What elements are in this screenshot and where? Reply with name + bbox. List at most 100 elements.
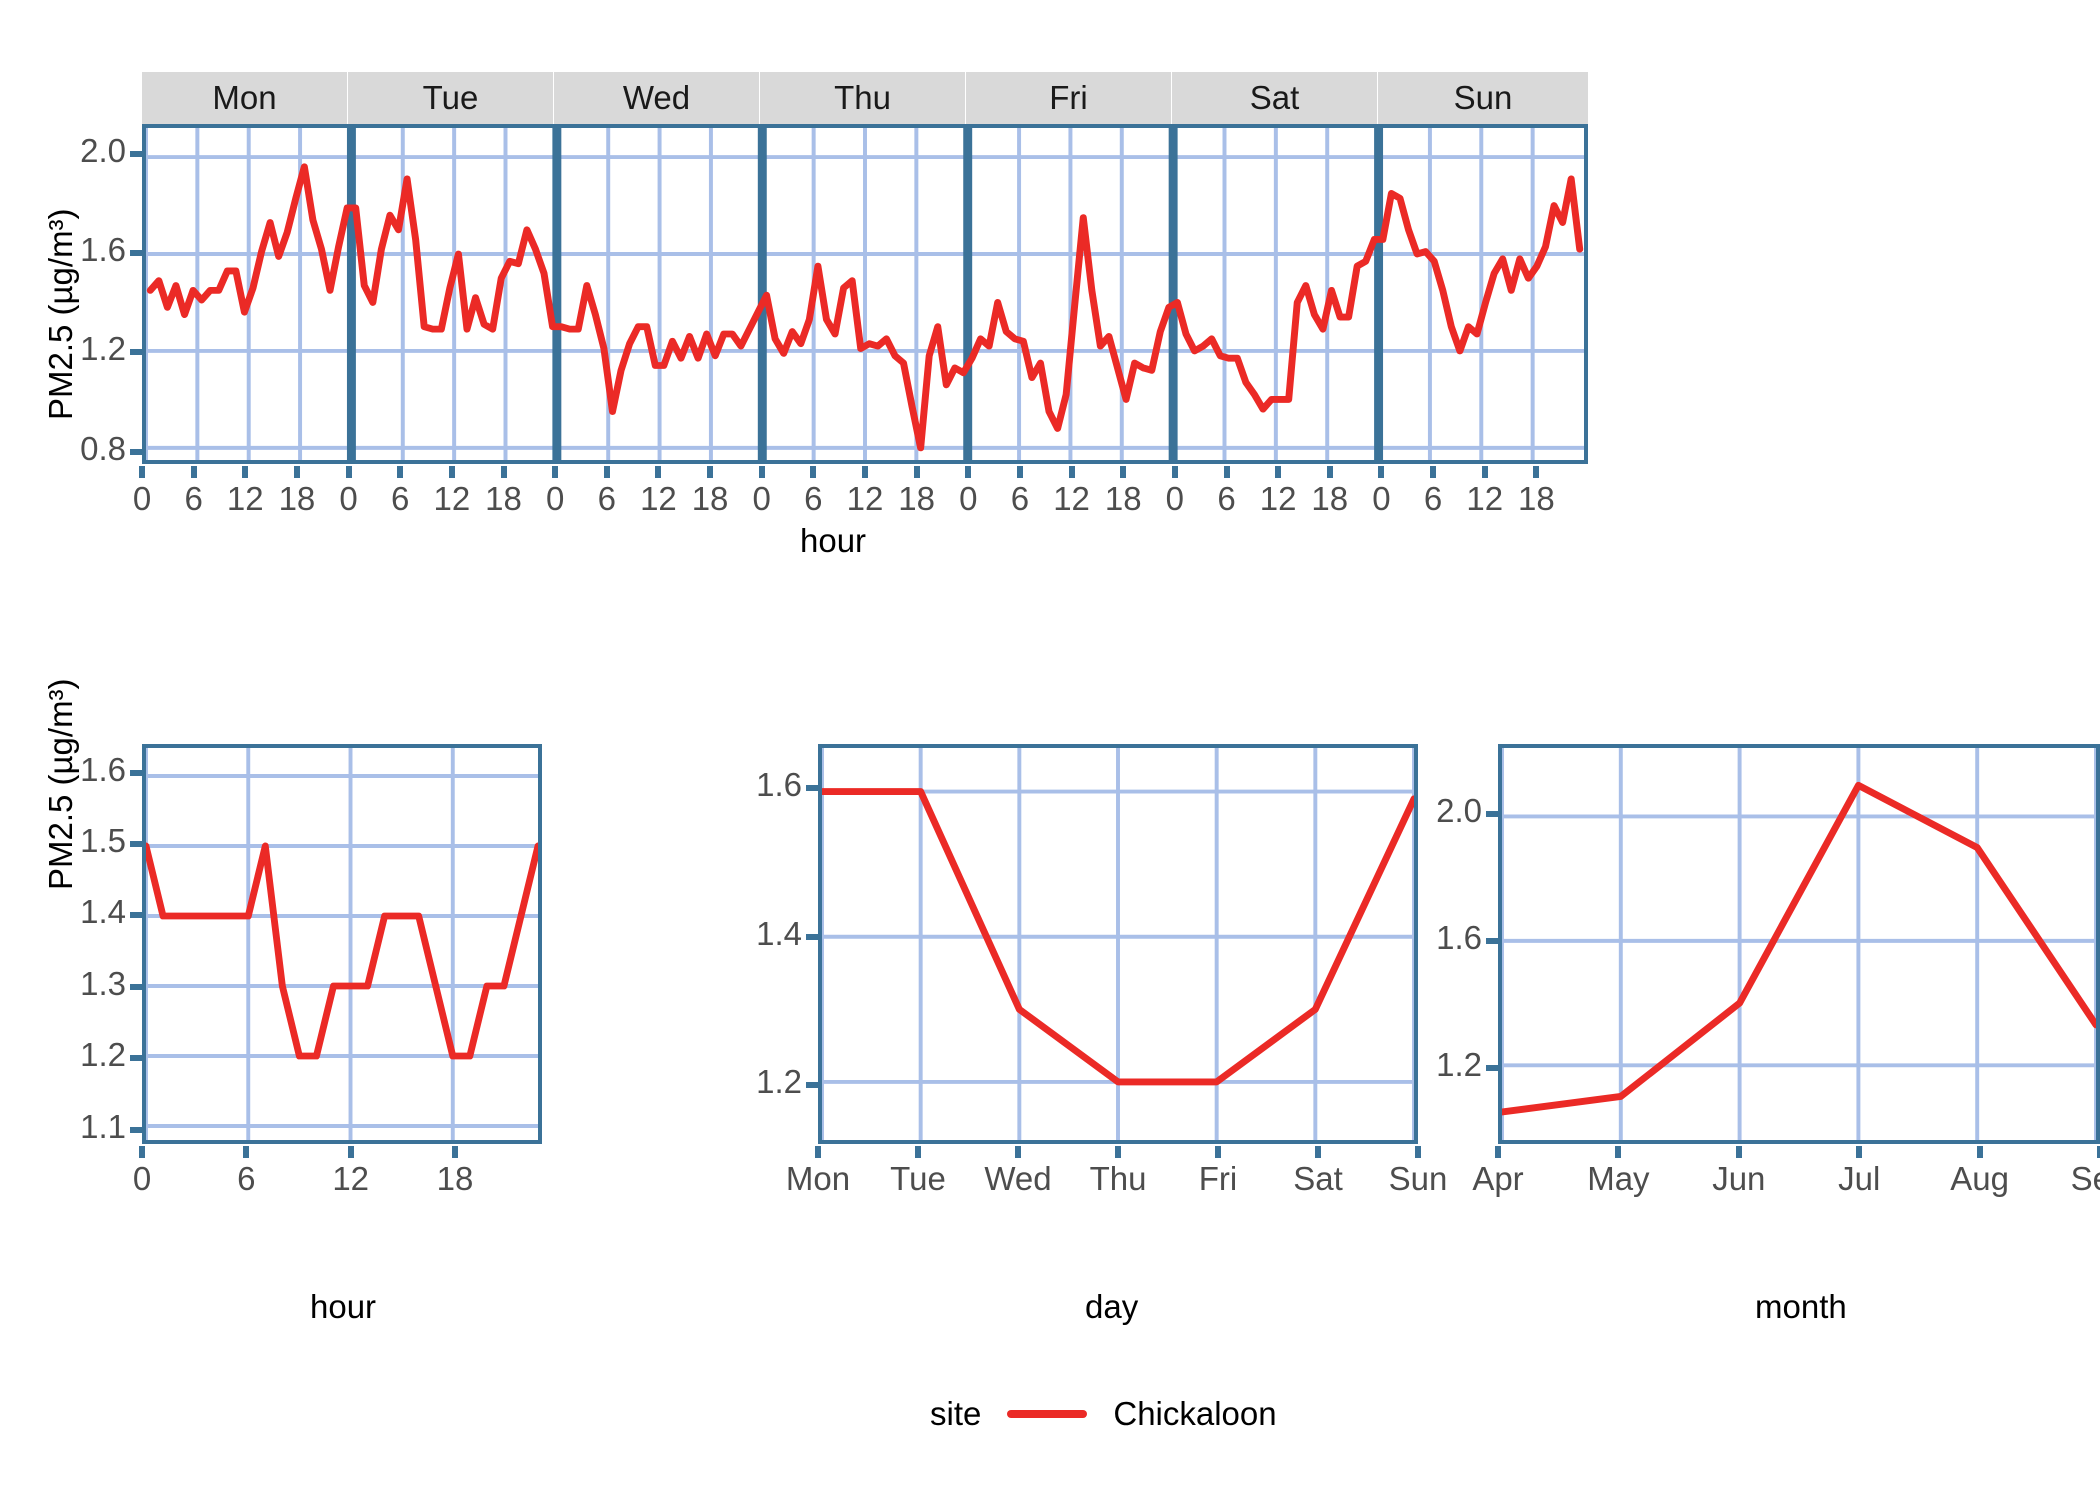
tick-label: 0 (132, 1160, 152, 1197)
tick-label: Aug (1950, 1160, 2009, 1197)
strip-thu: Thu (760, 72, 965, 124)
tick-label: 12 (1259, 480, 1297, 517)
axis-tick-mark (1068, 466, 1075, 478)
strip-label: Mon (212, 79, 277, 116)
axis-tick-mark (1315, 1146, 1321, 1158)
axis-tick-mark (130, 150, 142, 157)
top-panel-facet-separators (346, 128, 1384, 460)
bottom-right-svg (1502, 748, 2096, 1140)
bottom-mid-plot-area (818, 744, 1418, 1144)
axis-tick-mark (1326, 466, 1333, 478)
tick-label: 12 (1466, 480, 1504, 517)
tick-label: Sun (1388, 1160, 1448, 1197)
axis-tick-mark (1171, 466, 1178, 478)
top-panel-plot-area (142, 124, 1588, 464)
tick-label: 18 (898, 480, 935, 517)
top-panel-x-axis-title: hour (800, 522, 867, 559)
tick-label: 12 (1053, 480, 1090, 517)
axis-tick-mark (448, 466, 455, 478)
bottom-left-x-axis-title: hour (310, 1288, 377, 1325)
axis-tick-mark (1615, 1146, 1622, 1158)
tick-label: 18 (691, 480, 729, 517)
tick-label: 1.2 (1436, 1045, 1482, 1083)
axis-tick-mark (139, 1146, 145, 1158)
axis-tick-mark (2097, 1146, 2100, 1158)
tick-label: 1.2 (756, 1062, 802, 1100)
axis-tick-mark (1223, 466, 1230, 478)
axis-tick-mark (243, 1146, 250, 1158)
tick-label: Jul (1838, 1160, 1881, 1197)
axis-tick-mark (293, 466, 300, 478)
strip-wed: Wed (554, 72, 759, 124)
strip-sat: Sat (1172, 72, 1377, 124)
tick-label: Mon (785, 1160, 851, 1197)
tick-label: 18 (436, 1160, 474, 1197)
tick-label: 1.6 (756, 766, 802, 804)
axis-tick-mark (1486, 810, 1498, 817)
axis-tick-mark (130, 1126, 142, 1133)
bottom-right-gridlines (1502, 748, 2096, 1140)
legend-entry-chickaloon: Chickaloon (1113, 1395, 1277, 1432)
tick-label: 0 (1372, 480, 1391, 517)
bottom-left-plot-area (142, 744, 542, 1144)
axis-tick-mark (130, 983, 142, 990)
tick-label: Wed (984, 1160, 1052, 1197)
axis-tick-mark (345, 466, 352, 478)
axis-tick-mark (1378, 466, 1385, 478)
strip-label: Wed (622, 79, 691, 116)
axis-tick-mark (1016, 466, 1023, 478)
legend-line-key-icon (1007, 1410, 1088, 1418)
tick-label: 12 (640, 480, 677, 517)
tick-label: 1.6 (80, 750, 126, 788)
axis-tick-mark (130, 349, 142, 356)
axis-tick-mark (452, 1146, 459, 1158)
axis-tick-mark (1856, 1146, 1863, 1158)
axis-tick-mark (397, 466, 404, 478)
axis-tick-mark (815, 1146, 821, 1158)
tick-label: 12 (226, 480, 264, 517)
tick-label: 2.0 (1436, 791, 1482, 829)
axis-tick-mark (1430, 466, 1437, 478)
bottom-mid-svg (822, 748, 1414, 1140)
strip-label: Sat (1249, 79, 1300, 116)
tick-label: 0.8 (80, 429, 126, 467)
tick-label: 0 (752, 480, 771, 517)
axis-tick-mark (707, 466, 714, 478)
axis-tick-mark (1215, 1146, 1221, 1158)
tick-label: 6 (804, 480, 823, 517)
bottom-right-data-line (1502, 781, 2096, 1116)
tick-label: Jun (1712, 1160, 1766, 1197)
strip-label: Thu (834, 79, 891, 116)
axis-tick-mark (1275, 466, 1282, 478)
bottom-left-data-line (146, 842, 538, 1060)
legend-title: site (930, 1395, 982, 1432)
tick-label: May (1587, 1160, 1650, 1197)
tick-label: 6 (237, 1160, 256, 1197)
tick-label: 12 (433, 480, 471, 517)
axis-tick-mark (242, 466, 249, 478)
axis-tick-mark (552, 466, 559, 478)
axis-tick-mark (965, 466, 972, 478)
top-panel-svg (146, 128, 1584, 460)
tick-label: 1.1 (80, 1107, 126, 1145)
axis-tick-mark (347, 1146, 354, 1158)
tick-label: Sep (2070, 1160, 2100, 1197)
tick-label: Apr (1472, 1160, 1524, 1197)
axis-tick-mark (1495, 1146, 1501, 1158)
tick-label: Thu (1089, 1160, 1147, 1197)
axis-tick-mark (806, 933, 818, 940)
axis-tick-mark (1735, 1146, 1742, 1158)
top-panel-y-axis-title: PM2.5 (µg/m³) (42, 208, 79, 420)
axis-tick-mark (130, 769, 142, 776)
tick-label: 1.3 (80, 964, 126, 1002)
axis-tick-mark (862, 466, 868, 478)
strip-tue: Tue (348, 72, 553, 124)
bottom-mid-data-line (822, 788, 1414, 1086)
tick-label: Sat (1293, 1160, 1343, 1197)
axis-tick-mark (130, 1055, 142, 1062)
axis-tick-mark (806, 785, 818, 792)
axis-tick-mark (1115, 1146, 1121, 1158)
tick-label: 6 (1423, 480, 1443, 517)
axis-tick-mark (130, 912, 142, 919)
